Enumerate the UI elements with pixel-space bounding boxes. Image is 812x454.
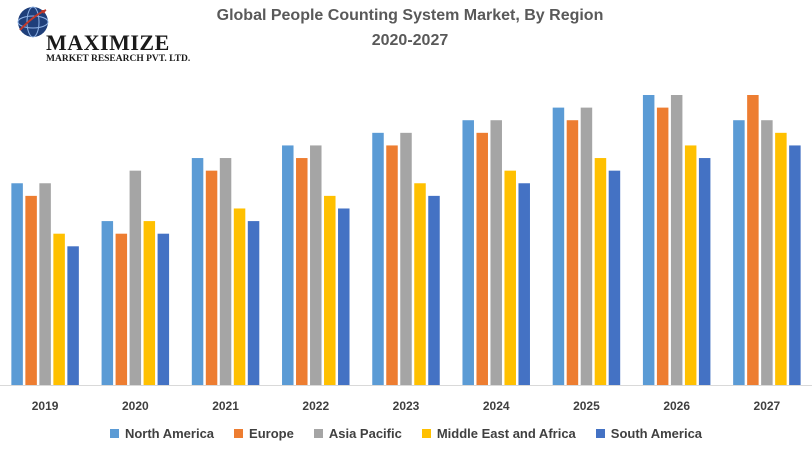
bar-europe-2027 xyxy=(747,95,759,385)
bar-middle-east-and-africa-2019 xyxy=(53,233,65,385)
x-tick-label: 2022 xyxy=(302,399,329,413)
bar-south-america-2022 xyxy=(338,208,350,385)
bar-asia-pacific-2022 xyxy=(310,145,322,385)
legend-item: Asia Pacific xyxy=(313,426,402,441)
bar-north-america-2027 xyxy=(733,120,745,385)
bar-asia-pacific-2021 xyxy=(219,158,232,385)
bar-north-america-2022 xyxy=(282,145,294,385)
x-tick-label: 2021 xyxy=(212,399,239,413)
legend-item: Middle East and Africa xyxy=(421,426,576,441)
bar-asia-pacific-2020 xyxy=(129,170,142,385)
bar-asia-pacific-2023 xyxy=(400,132,412,385)
bar-europe-2023 xyxy=(386,145,398,385)
bar-south-america-2027 xyxy=(789,145,801,385)
bar-asia-pacific-2019 xyxy=(39,183,51,385)
bar-north-america-2025 xyxy=(552,107,565,385)
bar-europe-2022 xyxy=(296,158,308,385)
bar-asia-pacific-2024 xyxy=(490,120,502,385)
legend-item: Europe xyxy=(234,426,294,441)
bar-north-america-2026 xyxy=(642,95,655,385)
bar-middle-east-and-africa-2027 xyxy=(775,132,787,385)
company-logo: MAXIMIZE MARKET RESEARCH PVT. LTD. xyxy=(6,2,190,68)
bar-europe-2024 xyxy=(476,132,488,385)
bar-middle-east-and-africa-2025 xyxy=(594,158,607,385)
bar-south-america-2025 xyxy=(608,170,621,385)
bar-europe-2026 xyxy=(656,107,669,385)
bar-south-america-2023 xyxy=(428,195,440,385)
bar-middle-east-and-africa-2026 xyxy=(684,145,697,385)
bar-north-america-2020 xyxy=(101,221,114,385)
legend-swatch xyxy=(595,429,605,438)
legend-swatch xyxy=(313,429,323,438)
globe-icon xyxy=(17,6,49,38)
logo-name: MAXIMIZE xyxy=(46,30,170,55)
x-tick-label: 2027 xyxy=(754,399,781,413)
bar-middle-east-and-africa-2021 xyxy=(233,208,246,385)
bar-south-america-2024 xyxy=(518,183,530,385)
bar-europe-2025 xyxy=(566,120,579,385)
bar-middle-east-and-africa-2024 xyxy=(504,170,516,385)
bar-middle-east-and-africa-2022 xyxy=(324,195,336,385)
legend-label: Asia Pacific xyxy=(328,426,402,441)
chart-subtitle: 2020-2027 xyxy=(371,32,449,49)
legend-swatch xyxy=(234,429,244,438)
legend-label: North America xyxy=(124,426,215,441)
bar-south-america-2026 xyxy=(698,158,711,385)
legend-swatch xyxy=(421,429,431,438)
bar-europe-2019 xyxy=(25,195,37,385)
bar-middle-east-and-africa-2020 xyxy=(143,221,156,385)
bar-north-america-2019 xyxy=(11,183,23,385)
legend-item: South America xyxy=(595,426,703,441)
x-tick-label: 2020 xyxy=(122,399,149,413)
bar-north-america-2021 xyxy=(191,158,204,385)
legend-label: Europe xyxy=(249,426,294,441)
chart-title: Global People Counting System Market, By… xyxy=(216,7,604,24)
legend-swatch xyxy=(109,429,119,438)
bar-europe-2020 xyxy=(115,233,128,385)
bar-middle-east-and-africa-2023 xyxy=(414,183,426,385)
bar-north-america-2024 xyxy=(462,120,474,385)
legend-item: North America xyxy=(109,426,215,441)
legend: North America Europe Asia Pacific Middle Ea… xyxy=(0,426,812,441)
bar-south-america-2021 xyxy=(247,221,260,385)
legend-label: South America xyxy=(610,426,703,441)
x-tick-label: 2023 xyxy=(393,399,420,413)
bar-north-america-2023 xyxy=(372,132,384,385)
bar-asia-pacific-2027 xyxy=(761,120,773,385)
legend-label: Middle East and Africa xyxy=(436,426,576,441)
x-tick-label: 2024 xyxy=(483,399,510,413)
bar-south-america-2020 xyxy=(157,233,170,385)
bar-south-america-2019 xyxy=(67,246,79,385)
bar-asia-pacific-2025 xyxy=(580,107,593,385)
bar-europe-2021 xyxy=(205,170,218,385)
x-tick-label: 2019 xyxy=(32,399,59,413)
bar-asia-pacific-2026 xyxy=(670,95,683,385)
x-tick-label: 2025 xyxy=(573,399,600,413)
logo-subtitle: MARKET RESEARCH PVT. LTD. xyxy=(46,54,191,64)
x-tick-label: 2026 xyxy=(663,399,690,413)
